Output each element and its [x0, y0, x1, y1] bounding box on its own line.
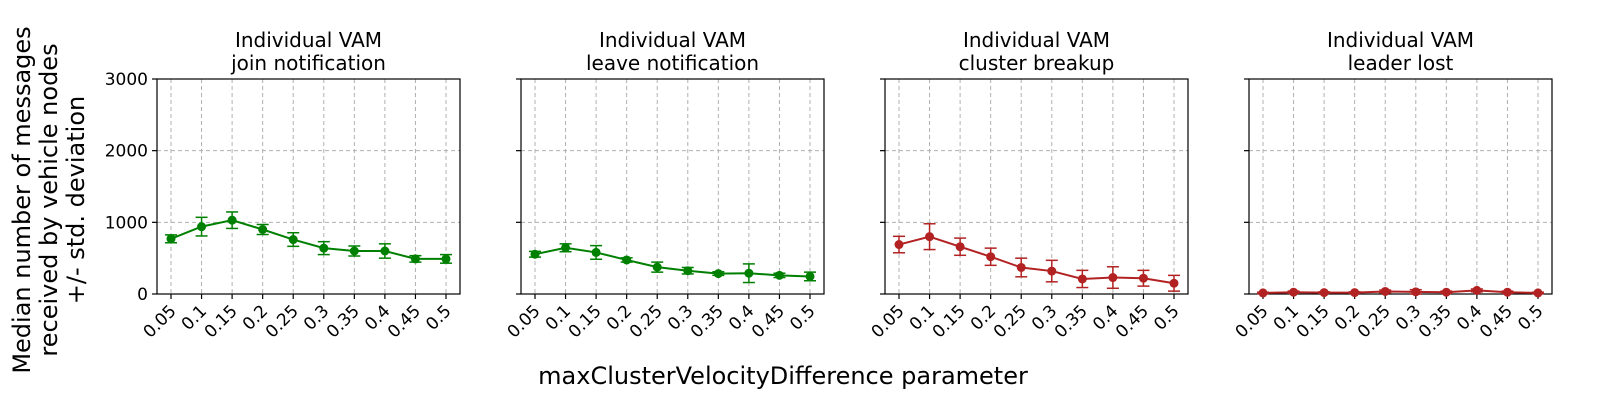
data-point — [380, 246, 390, 256]
x-tick-label: 0.5 — [786, 301, 819, 334]
data-point — [591, 247, 601, 257]
plot-frame — [1248, 78, 1553, 295]
plot-frame — [156, 78, 461, 295]
x-tick-label: 0.35 — [323, 301, 364, 342]
panel-title-line-1: Individual VAM — [599, 28, 746, 52]
x-tick-label: 0.15 — [565, 301, 606, 342]
data-point — [683, 266, 693, 276]
data-point — [1289, 287, 1299, 297]
data-point — [1138, 273, 1148, 283]
data-point — [1047, 266, 1057, 276]
x-tick-label: 0.45 — [748, 301, 789, 342]
data-point — [1380, 286, 1390, 296]
data-point — [1258, 288, 1268, 298]
data-point — [227, 215, 237, 225]
data-point — [319, 243, 329, 253]
data-point — [744, 268, 754, 278]
series-line — [898, 235, 1175, 285]
x-tick-label: 0.5 — [1514, 301, 1547, 334]
x-tick-label: 0.5 — [1150, 301, 1183, 334]
x-tick-label: 0.25 — [626, 301, 667, 342]
x-tick-label: 0.05 — [1232, 301, 1273, 342]
data-point — [166, 234, 176, 244]
x-tick-label: 0.15 — [201, 301, 242, 342]
plot-frame — [884, 78, 1189, 295]
data-point — [774, 270, 784, 280]
x-tick-label: 0.15 — [1293, 301, 1334, 342]
y-tick-label: 3000 — [105, 70, 148, 90]
x-tick-label: 0.05 — [140, 301, 181, 342]
data-point — [441, 254, 451, 264]
x-tick-label: 0.15 — [929, 301, 970, 342]
panel-title-line-1: Individual VAM — [235, 28, 382, 52]
data-point — [349, 246, 359, 256]
x-tick-label: 0.25 — [1354, 301, 1395, 342]
y-axis-label: Median number of messages received by ve… — [8, 26, 90, 373]
x-tick-label: 0.25 — [262, 301, 303, 342]
data-point — [1108, 273, 1118, 283]
y-axis-label-line-1: Median number of messages — [8, 26, 36, 373]
data-point — [713, 269, 723, 279]
panel-title-line-2: leader lost — [1348, 51, 1454, 75]
data-point — [197, 222, 207, 232]
data-point — [1472, 285, 1482, 295]
x-tick-label: 0.05 — [504, 301, 545, 342]
x-tick-label: 0.45 — [384, 301, 425, 342]
series-line — [170, 219, 446, 260]
data-point — [986, 252, 996, 262]
data-point — [1441, 287, 1451, 297]
y-axis-label-line-2: received by vehicle nodes — [35, 43, 63, 356]
panel-title-line-2: cluster breakup — [959, 51, 1115, 75]
data-point — [1016, 262, 1026, 272]
y-tick-label: 0 — [137, 285, 148, 305]
x-tick-label: 0.5 — [422, 301, 455, 334]
panel-title-line-2: leave notification — [586, 51, 759, 75]
data-point — [894, 240, 904, 250]
data-point — [1077, 274, 1087, 284]
data-point — [1169, 278, 1179, 288]
data-point — [1411, 287, 1421, 297]
panel-title-line-1: Individual VAM — [963, 28, 1110, 52]
data-point — [805, 271, 815, 281]
y-axis-label-line-3: +/- std. deviation — [62, 96, 90, 304]
data-point — [1533, 288, 1543, 298]
series-line — [1262, 289, 1539, 294]
y-tick-label: 1000 — [105, 213, 148, 233]
panel-title-line-1: Individual VAM — [1327, 28, 1474, 52]
data-point — [258, 225, 268, 234]
x-tick-label: 0.45 — [1112, 301, 1153, 342]
plot-frame — [520, 78, 825, 295]
data-point — [955, 242, 965, 252]
data-point — [1319, 288, 1329, 298]
x-tick-label: 0.35 — [1415, 301, 1456, 342]
data-point — [530, 249, 540, 259]
x-axis-label: maxClusterVelocityDifference parameter — [538, 362, 1028, 390]
series-line — [534, 246, 811, 278]
x-tick-label: 0.35 — [1051, 301, 1092, 342]
data-point — [622, 255, 632, 265]
data-point — [652, 262, 662, 272]
y-tick-label: 2000 — [105, 142, 148, 162]
data-point — [1502, 287, 1512, 297]
x-tick-label: 0.25 — [990, 301, 1031, 342]
data-point — [925, 232, 935, 242]
data-point — [561, 243, 571, 253]
x-tick-label: 0.35 — [687, 301, 728, 342]
data-point — [1350, 288, 1360, 298]
panel-title-line-2: join notification — [230, 51, 386, 75]
data-point — [288, 235, 298, 245]
x-tick-label: 0.45 — [1476, 301, 1517, 342]
data-point — [410, 254, 420, 264]
x-tick-label: 0.05 — [868, 301, 909, 342]
